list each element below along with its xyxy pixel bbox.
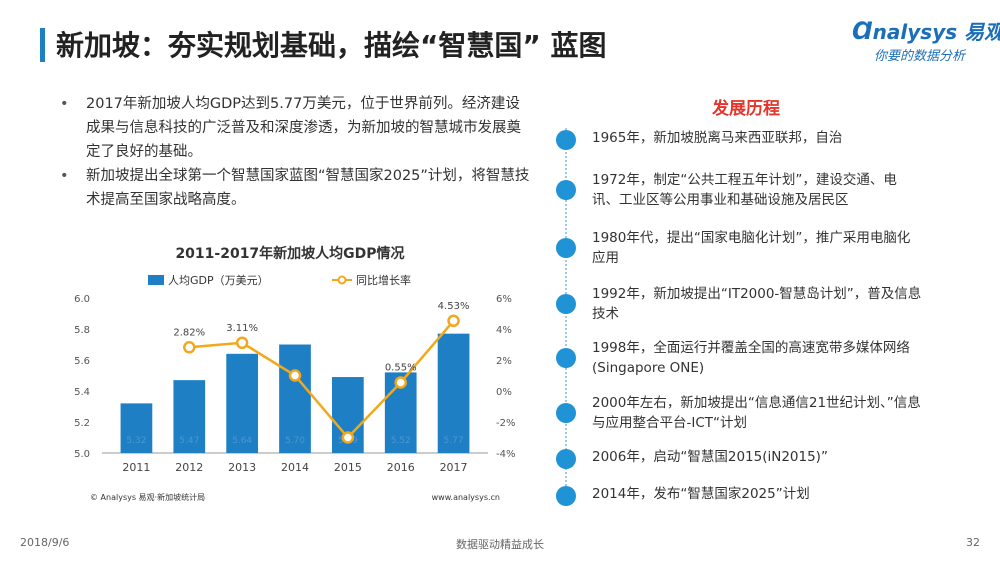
- gdp-bar-label: 5.32: [126, 436, 146, 446]
- timeline-text: 1998年，全面运行并覆盖全国的高速宽带多媒体网络(Singapore ONE): [592, 340, 910, 376]
- gdp-bar: [279, 344, 311, 453]
- chart-website: www.analysys.cn: [432, 493, 500, 502]
- legend-bar-label: 人均GDP（万美元）: [168, 274, 269, 287]
- growth-label: 2.82%: [173, 327, 205, 338]
- x-tick-label: 2017: [440, 461, 468, 474]
- analysys-logo: Ɑnalysys 易观 你要的数据分析: [852, 16, 1000, 76]
- timeline-dot-icon: [556, 449, 576, 469]
- gdp-bar: [437, 333, 470, 453]
- legend-line-marker: [337, 275, 347, 285]
- growth-label: 0.55%: [385, 362, 417, 373]
- timeline-text: 2014年，发布“智慧国家2025”计划: [592, 486, 810, 502]
- x-tick-label: 2013: [228, 461, 256, 474]
- summary-bullets: 2017年新加坡人均GDP达到5.77万美元，位于世界前列。经济建设成果与信息科…: [60, 92, 530, 212]
- gdp-chart: 2011-2017年新加坡人均GDP情况人均GDP（万美元） 同比增长率 5.0 5.…: [60, 238, 520, 513]
- gdp-bar: [173, 380, 206, 453]
- y-left-tick-label: 5.8: [74, 325, 90, 336]
- gdp-bar: [226, 353, 258, 453]
- gdp-bar-label: 5.47: [179, 436, 199, 446]
- growth-point: [447, 314, 460, 328]
- timeline-text: 2000年左右，新加坡提出“信息通信21世纪计划、”信息与应用整合平台-ICT“…: [592, 395, 921, 431]
- growth-label: 4.53%: [438, 301, 470, 312]
- x-tick-label: 2015: [334, 461, 362, 474]
- chart-source: © Analysys 易观·新加坡统计局: [90, 492, 205, 502]
- gdp-bar: [120, 403, 153, 453]
- y-right-tick-label: -4%: [496, 449, 515, 460]
- gdp-bar-label: 5.52: [391, 436, 411, 446]
- y-left-tick-label: 5.0: [74, 449, 90, 460]
- timeline-dot-icon: [556, 130, 576, 150]
- growth-label: 3.11%: [226, 323, 258, 334]
- timeline-text: 1980年代，提出“国家电脑化计划”，推广采用电脑化应用: [592, 230, 911, 266]
- gdp-bar-label: 5.77: [444, 436, 464, 446]
- timeline-dot-icon: [556, 238, 576, 258]
- legend-bar-swatch: [148, 275, 164, 285]
- y-left-tick-label: 5.2: [74, 418, 90, 429]
- timeline-text: 1965年，新加坡脱离马来西亚联邦，自治: [592, 130, 843, 146]
- x-tick-label: 2016: [387, 461, 415, 474]
- bullet-item: 新加坡提出全球第一个智慧国家蓝图“智慧国家2025”计划，将智慧技术提高至国家战…: [60, 164, 530, 212]
- y-right-tick-label: -2%: [496, 418, 515, 429]
- x-tick-label: 2012: [175, 461, 203, 474]
- x-tick-label: 2011: [122, 461, 150, 474]
- y-right-tick-label: 0%: [496, 387, 512, 398]
- timeline-text: 1972年，制定“公共工程五年计划”，建设交通、电讯、工业区等公用事业和基础设施…: [592, 172, 897, 208]
- growth-line: [189, 319, 455, 440]
- timeline-dot-icon: [556, 348, 576, 368]
- growth-point: [183, 341, 196, 354]
- growth-point: [235, 336, 249, 350]
- timeline-dot-icon: [556, 294, 576, 314]
- growth-point: [341, 431, 355, 444]
- x-tick-label: 2014: [281, 461, 309, 474]
- y-left-tick-label: 5.4: [74, 387, 90, 398]
- timeline-dot-icon: [556, 486, 576, 506]
- page-title: 新加坡：夯实规划基础，描绘“智慧国” 蓝图: [56, 29, 607, 62]
- growth-point: [394, 376, 407, 389]
- legend-line-label: 同比增长率: [356, 273, 411, 287]
- y-right-tick-label: 4%: [496, 325, 512, 336]
- logo-a-icon: Ɑ: [852, 17, 873, 45]
- timeline-text: 1992年，新加坡提出“IT2000-智慧岛计划”，普及信息技术: [592, 286, 922, 322]
- growth-point: [288, 369, 302, 382]
- bullet-item: 2017年新加坡人均GDP达到5.77万美元，位于世界前列。经济建设成果与信息科…: [60, 92, 530, 164]
- y-right-tick-label: 6%: [496, 294, 512, 305]
- timeline-dot-icon: [556, 180, 576, 200]
- logo-sub-text: 你要的数据分析: [874, 49, 966, 64]
- y-left-tick-label: 5.6: [74, 356, 90, 367]
- page-number: 32: [966, 536, 980, 549]
- footer-date: 2018/9/6: [20, 536, 70, 549]
- logo-main-text: nalysys 易观: [872, 20, 1000, 44]
- y-left-tick-label: 6.0: [74, 294, 90, 305]
- footer-slogan: 数据驱动精益成长: [456, 538, 544, 551]
- timeline-dot-icon: [556, 403, 576, 423]
- gdp-bar-label: 5.70: [285, 436, 305, 446]
- title-accent-bar: [40, 28, 45, 62]
- timeline-title: 发展历程: [712, 99, 780, 119]
- y-right-tick-label: 2%: [496, 356, 512, 367]
- chart-title: 2011-2017年新加坡人均GDP情况: [175, 245, 404, 262]
- gdp-bar-label: 5.64: [232, 436, 252, 446]
- timeline-text: 2006年，启动“智慧国2015(iN2015)”: [592, 449, 828, 465]
